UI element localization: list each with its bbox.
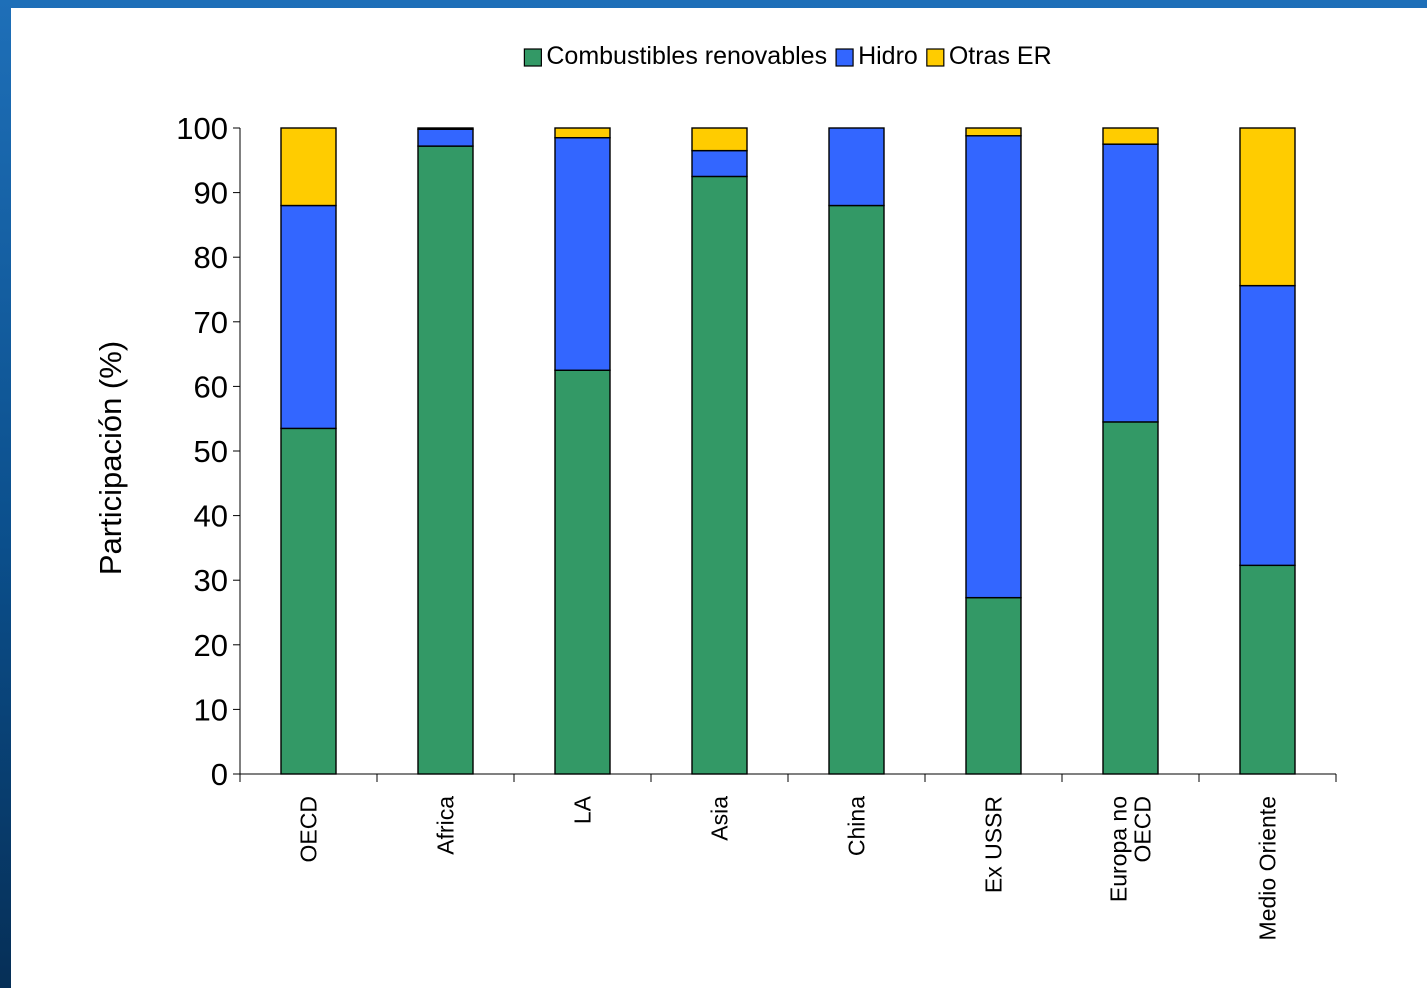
bar-segment (1239, 284, 1296, 567)
bar-segment (280, 127, 337, 207)
legend-item: Combustibles renovables (523, 42, 827, 70)
bar-segment (828, 127, 885, 207)
legend-swatch (523, 48, 542, 67)
chart-panel: Combustibles renovables Hidro Otras ER 0 10… (11, 8, 1427, 988)
bar-segment (691, 127, 748, 152)
bar-segment (828, 204, 885, 775)
legend-label: Combustibles renovables (546, 42, 827, 70)
bar-segment (1239, 564, 1296, 775)
bar-segment (965, 596, 1022, 775)
y-tick-label: 90 (194, 176, 228, 211)
bar-segment (554, 127, 611, 139)
y-tick-label: 0 (211, 757, 228, 792)
x-tick-label: LA (570, 795, 596, 824)
x-tick-label: China (844, 796, 870, 856)
legend-swatch (926, 48, 945, 67)
y-tick-label: 10 (194, 692, 228, 727)
bar-segment (1239, 127, 1296, 287)
svg-text:Ex USSR: Ex USSR (981, 796, 1007, 893)
y-tick-label: 80 (194, 240, 228, 275)
bar-segment (280, 427, 337, 775)
x-tick-label: Africa (433, 796, 459, 855)
legend-item: Otras ER (926, 42, 1052, 70)
bar-segment (1102, 421, 1159, 775)
y-axis: 0 10 20 30 40 50 60 70 80 90 100 (176, 111, 241, 792)
legend-swatch (835, 48, 854, 67)
x-tick-label: OECD (296, 796, 322, 862)
legend: Combustibles renovables Hidro Otras ER (523, 42, 1052, 70)
svg-text:Europa noOECD: Europa noOECD (1106, 796, 1156, 902)
x-tick-label: Medio Oriente (1255, 796, 1281, 940)
svg-text:China: China (844, 796, 870, 856)
x-tick-label: Europa noOECD (1106, 796, 1156, 902)
bar-segment (1102, 127, 1159, 145)
bar-segment (691, 175, 748, 775)
bar-segment (417, 127, 474, 130)
y-tick-label: 50 (194, 434, 228, 469)
y-tick-label: 30 (194, 563, 228, 598)
y-tick-label: 60 (194, 369, 228, 404)
stacked-bar-chart: Combustibles renovables Hidro Otras ER 0 10… (93, 42, 1337, 940)
legend-item: Hidro (835, 42, 918, 70)
legend-label: Otras ER (949, 42, 1052, 70)
bar-segment (280, 204, 337, 430)
bar-segment (691, 149, 748, 178)
bar-segment (554, 136, 611, 371)
bar-segment (1102, 143, 1159, 423)
x-axis: OECD Africa LA Asia China Ex USSR Europa noOEC… (239, 773, 1337, 940)
y-tick-label: 40 (194, 499, 228, 534)
svg-text:LA: LA (570, 795, 596, 824)
svg-text:Asia: Asia (707, 796, 733, 841)
bar-segment (417, 145, 474, 775)
svg-text:Medio Oriente: Medio Oriente (1255, 796, 1281, 940)
svg-text:Africa: Africa (433, 796, 459, 855)
bar-segment (965, 127, 1022, 137)
y-tick-label: 70 (194, 305, 228, 340)
svg-text:OECD: OECD (296, 796, 322, 862)
y-axis-label: Participación (%) (93, 341, 128, 575)
bars (280, 127, 1296, 775)
x-tick-label: Asia (707, 796, 733, 841)
y-tick-label: 100 (176, 111, 228, 146)
x-tick-label: Ex USSR (981, 796, 1007, 893)
bar-segment (554, 369, 611, 775)
bar-segment (417, 128, 474, 147)
bar-segment (965, 135, 1022, 599)
legend-label: Hidro (858, 42, 918, 70)
y-tick-label: 20 (194, 628, 228, 663)
